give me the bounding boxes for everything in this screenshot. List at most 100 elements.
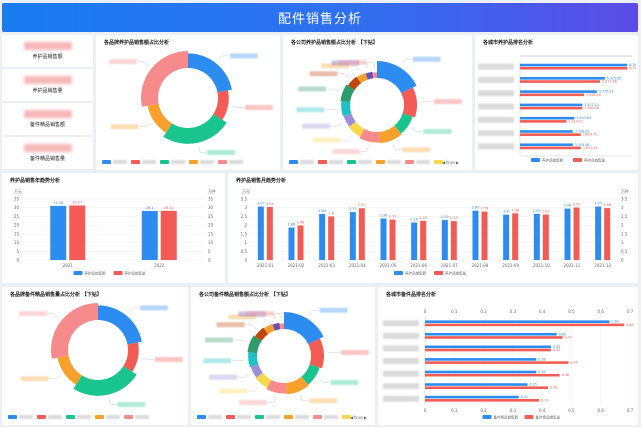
bar[interactable] [425, 320, 610, 323]
bar[interactable] [520, 66, 628, 70]
bar[interactable] [141, 211, 158, 260]
bar[interactable] [472, 210, 479, 260]
bar[interactable] [425, 358, 537, 361]
donut-slice[interactable] [255, 372, 272, 388]
bar[interactable] [389, 219, 396, 260]
bar[interactable] [512, 213, 519, 260]
legend-swatch[interactable] [37, 415, 46, 419]
bar[interactable] [257, 206, 264, 260]
donut-slice[interactable] [377, 61, 417, 94]
donut-slice[interactable] [73, 366, 137, 396]
legend-swatch[interactable] [434, 160, 443, 164]
donut-slice[interactable] [365, 71, 374, 80]
donut-slice[interactable] [50, 303, 98, 359]
donut-slice[interactable] [141, 51, 188, 107]
legend-swatch[interactable] [226, 415, 235, 419]
bar[interactable] [319, 213, 326, 260]
legend-swatch[interactable] [289, 160, 298, 164]
bar[interactable] [425, 336, 563, 339]
bar[interactable] [520, 103, 583, 107]
donut-slice[interactable] [57, 355, 82, 385]
donut-slice[interactable] [263, 323, 275, 335]
bar[interactable] [349, 212, 356, 260]
bar[interactable] [425, 399, 540, 402]
bar[interactable] [266, 207, 273, 260]
donut-slice[interactable] [347, 76, 362, 90]
legend-swatch[interactable] [434, 271, 443, 275]
bar[interactable] [425, 370, 537, 374]
bar[interactable] [503, 214, 510, 260]
legend-swatch[interactable] [284, 415, 293, 419]
legend-swatch[interactable] [73, 271, 83, 275]
bar[interactable] [595, 206, 602, 260]
donut-slice[interactable] [188, 53, 232, 93]
legend-swatch[interactable] [124, 415, 133, 419]
donut-slice[interactable] [401, 87, 417, 118]
bar[interactable] [520, 63, 628, 67]
legend-swatch[interactable] [405, 160, 414, 164]
bar[interactable] [69, 205, 86, 260]
donut-slice[interactable] [163, 114, 227, 144]
donut-slice[interactable] [254, 327, 269, 341]
donut-slice[interactable] [308, 338, 324, 369]
bar[interactable] [520, 90, 597, 93]
bar[interactable] [425, 348, 551, 352]
legend-swatch[interactable] [524, 415, 534, 419]
donut-slice[interactable] [348, 121, 365, 137]
bar[interactable] [520, 146, 581, 150]
legend-swatch[interactable] [318, 160, 327, 164]
bar[interactable] [520, 133, 581, 136]
legend-swatch[interactable] [131, 160, 140, 164]
bar[interactable] [425, 395, 519, 399]
donut-slice[interactable] [279, 323, 284, 330]
legend-swatch[interactable] [189, 160, 198, 164]
bar[interactable] [520, 120, 567, 123]
bar[interactable] [520, 130, 573, 133]
legend-swatch[interactable] [573, 158, 582, 162]
donut-slice[interactable] [301, 364, 320, 385]
legend-swatch[interactable] [255, 415, 264, 419]
legend-swatch[interactable] [342, 415, 351, 419]
legend-pager[interactable]: ◀ true ▶ [350, 415, 368, 420]
bar[interactable] [425, 332, 557, 336]
legend-swatch[interactable] [95, 415, 104, 419]
bar[interactable] [288, 227, 295, 260]
bar[interactable] [420, 220, 427, 260]
legend-swatch[interactable] [347, 160, 356, 164]
legend-swatch[interactable] [102, 160, 111, 164]
bar[interactable] [425, 345, 551, 349]
bar[interactable] [542, 214, 549, 260]
donut-slice[interactable] [284, 312, 324, 345]
donut-slice[interactable] [341, 101, 352, 117]
bar[interactable] [450, 221, 457, 260]
bar[interactable] [425, 323, 625, 327]
donut-slice[interactable] [343, 113, 356, 127]
bar[interactable] [481, 211, 488, 260]
bar[interactable] [520, 93, 584, 97]
bar[interactable] [604, 208, 611, 260]
legend-swatch[interactable] [160, 160, 169, 164]
legend-swatch[interactable] [113, 271, 123, 275]
bar[interactable] [411, 222, 418, 260]
bar[interactable] [520, 77, 605, 80]
legend-pager[interactable]: ◀ true ▶ [442, 160, 460, 165]
bar[interactable] [425, 386, 548, 390]
legend-swatch[interactable] [531, 158, 540, 162]
legend-swatch[interactable] [376, 160, 385, 164]
donut-slice[interactable] [266, 379, 287, 394]
donut-slice[interactable] [123, 342, 139, 372]
donut-slice[interactable] [394, 113, 413, 134]
legend-swatch[interactable] [66, 415, 75, 419]
legend-swatch[interactable] [482, 415, 492, 419]
bar[interactable] [425, 361, 569, 364]
bar[interactable] [520, 143, 573, 147]
bar[interactable] [564, 208, 571, 260]
bar[interactable] [533, 213, 540, 260]
donut-slice[interactable] [147, 103, 172, 133]
donut-slice[interactable] [340, 84, 355, 103]
donut-slice[interactable] [98, 305, 142, 345]
bar[interactable] [50, 205, 67, 260]
bar[interactable] [297, 225, 304, 260]
legend-swatch[interactable] [218, 160, 227, 164]
bar[interactable] [441, 220, 448, 260]
